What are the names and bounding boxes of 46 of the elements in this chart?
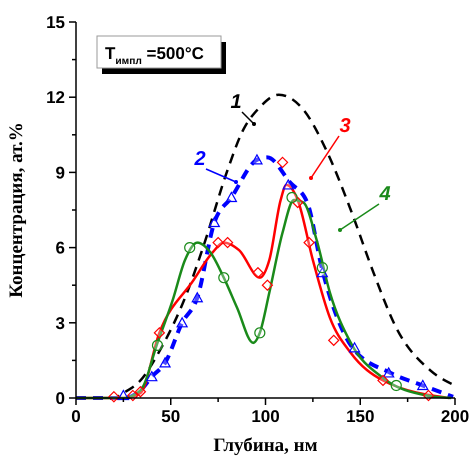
point bbox=[212, 236, 224, 248]
point bbox=[328, 334, 340, 346]
point bbox=[348, 342, 360, 352]
y-tick-label: 9 bbox=[56, 163, 65, 182]
point bbox=[316, 262, 328, 274]
point bbox=[226, 192, 237, 202]
annotation: T$_{импл}$ =500°C bbox=[105, 44, 204, 66]
point bbox=[377, 374, 389, 386]
point bbox=[383, 367, 394, 378]
point bbox=[276, 156, 288, 168]
point bbox=[146, 371, 158, 382]
series-label: 1 bbox=[230, 91, 242, 113]
x-tick-label: 0 bbox=[71, 407, 81, 426]
point bbox=[184, 242, 196, 254]
text: 4 bbox=[378, 183, 391, 205]
point bbox=[208, 216, 220, 228]
y-tick-label: 0 bbox=[56, 389, 65, 408]
x-tick-label: 150 bbox=[346, 407, 374, 426]
point bbox=[152, 340, 164, 351]
point bbox=[262, 280, 273, 291]
point bbox=[390, 380, 402, 392]
y-tick-label: 15 bbox=[46, 13, 65, 32]
y-axis-title: Концентрация, ат.% bbox=[6, 122, 27, 298]
point bbox=[282, 179, 294, 190]
x-tick-label: 50 bbox=[161, 407, 180, 426]
point bbox=[176, 317, 188, 328]
point bbox=[218, 272, 230, 284]
x-tick-label: 200 bbox=[440, 407, 470, 426]
point bbox=[159, 357, 171, 368]
point bbox=[192, 292, 203, 302]
y-tick-label: 3 bbox=[56, 314, 65, 333]
point bbox=[154, 327, 165, 338]
y-tick-label: 12 bbox=[46, 88, 65, 108]
point bbox=[303, 236, 315, 248]
point bbox=[251, 154, 263, 164]
point bbox=[254, 327, 266, 338]
point bbox=[134, 386, 146, 398]
text: 3 bbox=[339, 115, 351, 137]
point bbox=[252, 267, 264, 278]
point bbox=[417, 380, 428, 390]
x-axis-title: Глубина, нм bbox=[213, 435, 318, 456]
point bbox=[286, 192, 298, 204]
series-label: 2 bbox=[193, 148, 206, 170]
y-tick-label: 6 bbox=[56, 238, 65, 258]
x-tick-label: 100 bbox=[251, 407, 280, 426]
point bbox=[222, 236, 234, 248]
